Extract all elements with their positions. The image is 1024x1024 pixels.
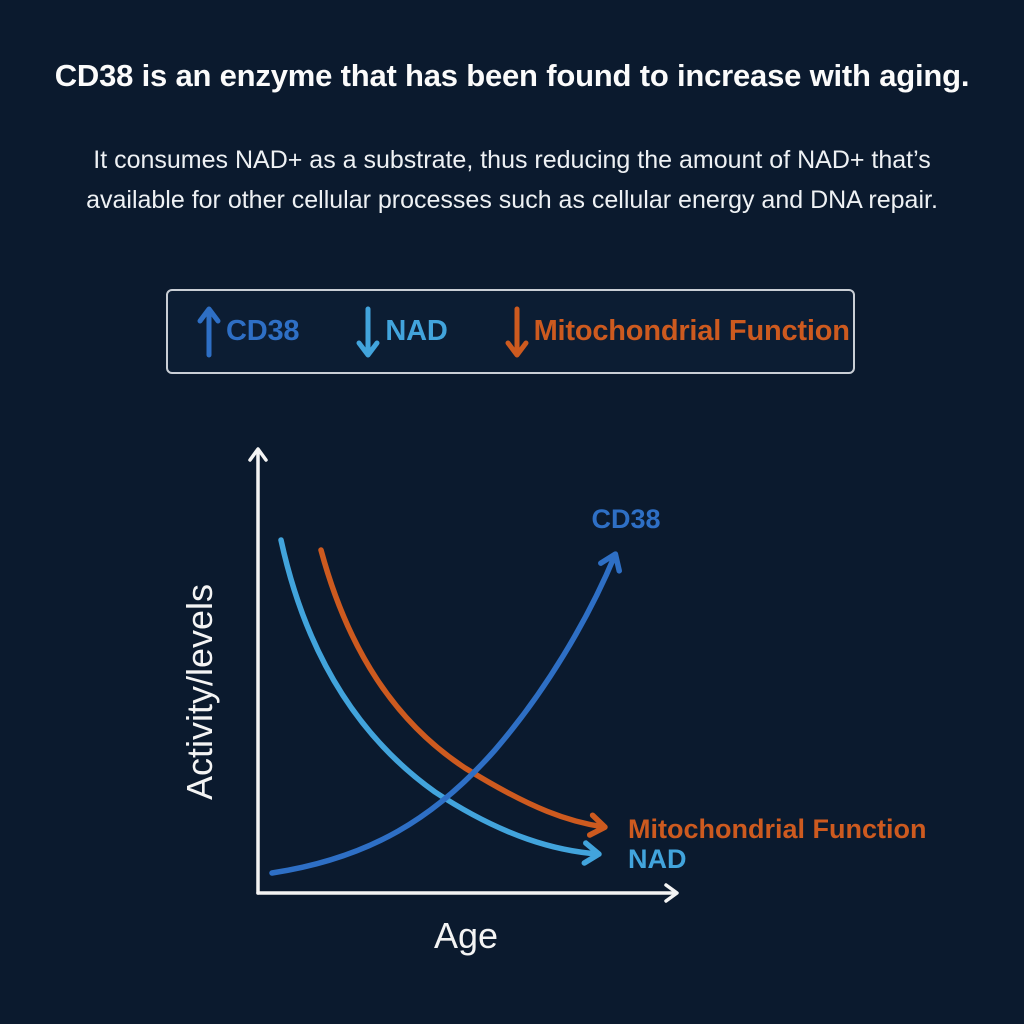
page-subtitle: It consumes NAD+ as a substrate, thus re… <box>0 140 1024 220</box>
legend-label-cd38: CD38 <box>226 315 300 347</box>
up-arrow-icon <box>197 306 221 357</box>
subtitle-line-1: It consumes NAD+ as a substrate, thus re… <box>93 146 931 174</box>
legend-item-cd38: CD38 <box>196 303 300 361</box>
y-axis-label: Activity/levels <box>179 584 220 800</box>
page-title: CD38 is an enzyme that has been found to… <box>54 58 970 93</box>
legend-item-nad: NAD <box>355 303 448 361</box>
legend-label-mitochondrial: Mitochondrial Function <box>533 315 850 347</box>
down-arrow-icon <box>356 306 380 357</box>
mitochondrial-function-curve-label: Mitochondrial Function <box>628 814 926 844</box>
nad-curve <box>278 537 602 866</box>
legend-item-mitochondrial: Mitochondrial Function <box>504 303 850 361</box>
legend-label-nad: NAD <box>385 315 448 347</box>
subtitle-line-2: available for other cellular processes s… <box>86 186 938 214</box>
cd38-curve <box>269 551 622 876</box>
x-axis-label: Age <box>434 915 498 956</box>
nad-curve-label: NAD <box>628 844 687 874</box>
legend-box: CD38 NAD Mitochondrial Function <box>166 289 855 374</box>
cd38-curve-label: CD38 <box>591 504 660 534</box>
mitochondrial-function-curve <box>318 547 608 838</box>
down-arrow-icon <box>505 306 529 357</box>
